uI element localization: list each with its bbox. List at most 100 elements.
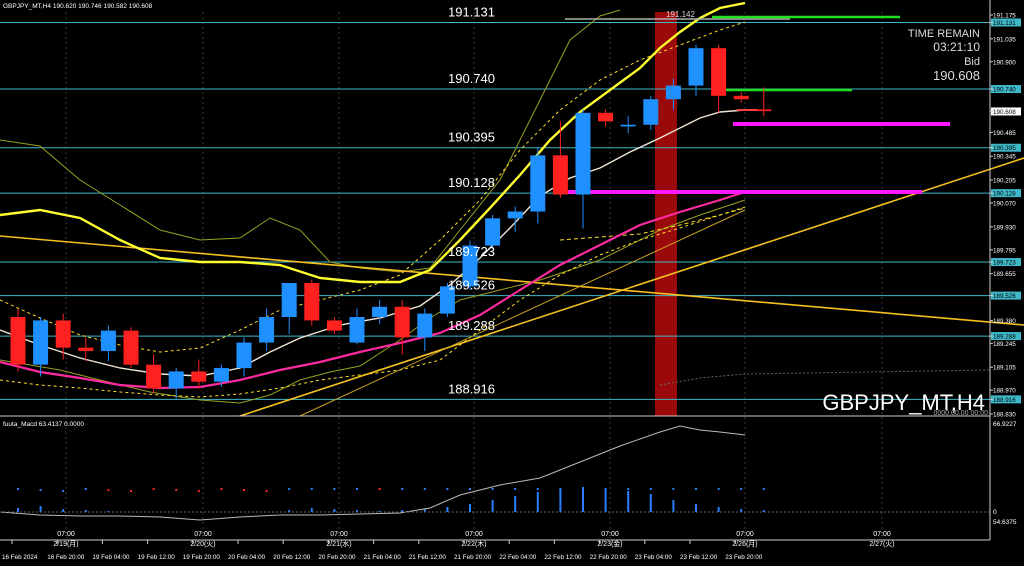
macd-dot <box>582 488 584 490</box>
macd-dot <box>672 488 675 490</box>
candle-body[interactable] <box>349 317 365 343</box>
candle-body[interactable] <box>620 124 636 127</box>
candle-body[interactable] <box>711 48 727 96</box>
time-tick: 19 Feb 12:00 <box>138 554 176 561</box>
candle-body[interactable] <box>485 218 501 246</box>
macd-dot <box>243 489 245 491</box>
price-tick: 190.900 <box>993 59 1016 66</box>
macd-dot <box>197 490 200 492</box>
macd-dot <box>356 488 358 490</box>
time-tick: 16 Feb 2024 <box>2 554 38 561</box>
candle-body[interactable] <box>688 48 704 86</box>
macd-axis-zero: 0 <box>993 509 997 516</box>
level-label: 189.526 <box>448 278 495 293</box>
macd-dot <box>84 488 87 490</box>
price-tick: 190.128 <box>993 191 1016 198</box>
symbol-watermark: GBPJPY_MT,H4 <box>822 390 985 415</box>
macd-dot <box>310 488 313 490</box>
candle-body[interactable] <box>191 371 207 382</box>
macd-dot <box>288 488 291 490</box>
macd-dot <box>559 488 562 490</box>
macd-signal-line <box>0 425 746 521</box>
bid-label: Bid <box>964 56 980 68</box>
time-tick: 21 Feb 20:00 <box>454 554 492 561</box>
candle-body[interactable] <box>10 317 26 365</box>
time-tick: 16 Feb 20:00 <box>47 554 85 561</box>
candle-body[interactable] <box>439 286 455 314</box>
candle-body[interactable] <box>259 317 275 343</box>
price-tag <box>991 143 1021 152</box>
date-markers: 07:002/19(月)07:002/20(火)07:002/21(水)07:0… <box>53 531 894 548</box>
price-tick: 189.245 <box>993 341 1016 348</box>
candle-body[interactable] <box>552 155 568 195</box>
macd-dot <box>378 488 381 490</box>
price-tick: 189.526 <box>993 293 1016 300</box>
date-marker-date: 2/23(金) <box>597 539 622 548</box>
candle-body[interactable] <box>462 245 478 287</box>
candle-body[interactable] <box>146 364 162 389</box>
candle-body[interactable] <box>417 313 433 338</box>
candle-body[interactable] <box>756 109 772 112</box>
candle-body[interactable] <box>236 342 252 369</box>
time-tick: 20 Feb 12:00 <box>273 554 311 561</box>
current-price-tag <box>991 107 1021 116</box>
macd-dot <box>39 489 42 491</box>
candle-body[interactable] <box>168 371 184 389</box>
time-tick: 20 Feb 20:00 <box>318 554 356 561</box>
price-tick: 189.723 <box>993 260 1016 267</box>
candle-body[interactable] <box>123 330 139 365</box>
candle-body[interactable] <box>100 330 116 352</box>
price-tick: 190.205 <box>993 178 1016 185</box>
price-tag <box>991 189 1021 198</box>
marker-lines[interactable] <box>565 15 950 194</box>
time-tick: 20 Feb 04:00 <box>228 554 266 561</box>
candle-body[interactable] <box>326 320 342 331</box>
candle-body[interactable] <box>33 320 49 365</box>
macd-dot <box>762 488 765 490</box>
candle-body[interactable] <box>281 282 297 318</box>
macd-dot <box>536 488 539 490</box>
candle-body[interactable] <box>507 211 523 219</box>
candle-body[interactable] <box>733 95 749 100</box>
candle-body[interactable] <box>394 306 410 338</box>
time-remain-value: 03:21:10 <box>933 40 980 54</box>
price-tick: 191.131 <box>993 20 1016 27</box>
price-tick: 189.930 <box>993 224 1016 231</box>
candle-body[interactable] <box>372 306 388 318</box>
price-tag <box>991 332 1021 341</box>
time-tick: 22 Feb 12:00 <box>544 554 582 561</box>
time-remain-label: TIME REMAIN <box>908 28 980 40</box>
candle-body[interactable] <box>575 112 591 195</box>
candlesticks[interactable] <box>10 44 772 399</box>
candle-body[interactable] <box>304 282 320 321</box>
candle-body[interactable] <box>55 320 71 348</box>
price-tag <box>991 395 1021 404</box>
candle-body[interactable] <box>598 112 614 122</box>
macd-dot <box>740 488 743 490</box>
macd-dot <box>220 488 223 490</box>
candle-body[interactable] <box>78 347 94 352</box>
level-label: 189.723 <box>448 244 495 259</box>
time-tick: 23 Feb 12:00 <box>680 554 718 561</box>
price-tick: 189.288 <box>993 334 1016 341</box>
time-tick: 23 Feb 20:00 <box>725 554 763 561</box>
trend-lines[interactable] <box>0 157 1024 417</box>
date-marker-time: 07:00 <box>330 531 348 538</box>
candle-body[interactable] <box>530 155 546 212</box>
macd-dot <box>401 488 404 490</box>
price-tick: 189.795 <box>993 247 1016 254</box>
candle-body[interactable] <box>643 99 659 125</box>
candle-body[interactable] <box>665 85 681 100</box>
date-marker-date: 2/22(木) <box>461 539 486 548</box>
time-axis[interactable]: 16 Feb 2024 16 Feb 20:00 19 Feb 04:00 19 Fe… <box>2 540 763 561</box>
candle-body[interactable] <box>213 368 229 382</box>
price-tag <box>991 258 1021 267</box>
level-label: 190.740 <box>448 71 495 86</box>
macd-dot <box>175 489 178 491</box>
chart-header-info: GBPJPY_MT,H4 190.620 190.746 190.582 190… <box>3 3 153 10</box>
price-tick: 190.608 <box>993 109 1016 116</box>
macd-panel[interactable]: fuuta_Macd 63.4137 0.0000 66.9227 0 54.6… <box>0 421 1017 526</box>
date-marker-date: 2/20(火) <box>190 540 215 548</box>
